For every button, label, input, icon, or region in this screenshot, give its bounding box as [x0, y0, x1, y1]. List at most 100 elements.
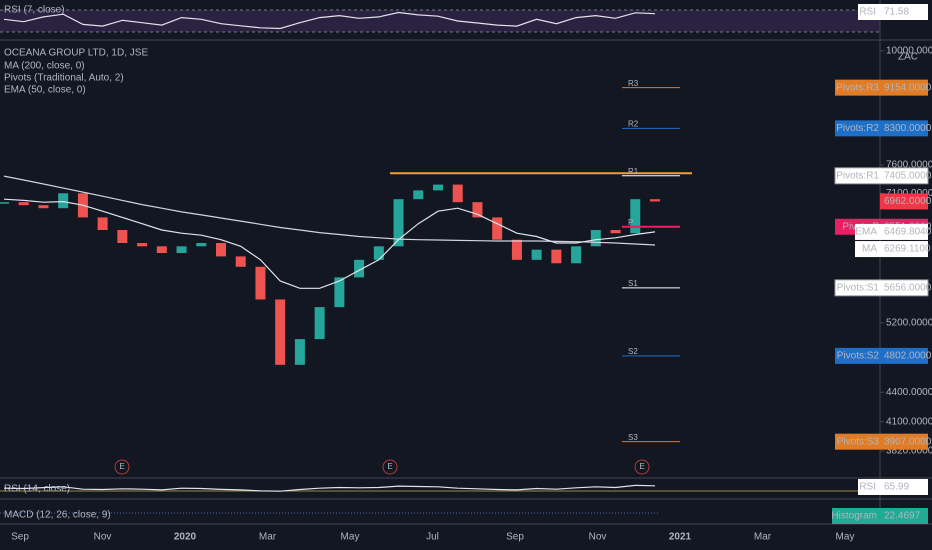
- x-tick-label: Mar: [259, 532, 277, 543]
- candle: [334, 277, 345, 308]
- rsi-badge-name: RSI: [859, 482, 876, 493]
- x-tick-label: May: [836, 532, 855, 543]
- candle: [235, 256, 246, 267]
- candle: [354, 259, 365, 278]
- pivot-badge-name: Pivots:R3: [836, 82, 879, 93]
- candle: [216, 243, 226, 257]
- candle: [255, 266, 266, 300]
- symbol: OCEANA GROUP LTD, 1D, JSE: [4, 48, 148, 59]
- rsi-badge-name: RSI: [859, 7, 876, 18]
- rsi-badge-value: 71.58: [884, 7, 909, 18]
- x-tick-label: Sep: [506, 532, 524, 543]
- pivot-badge-value: 8300.0000: [884, 123, 932, 134]
- pivot-label: R1: [628, 167, 639, 176]
- earnings-label: E: [387, 462, 392, 471]
- pivot-label: S2: [628, 347, 638, 356]
- indicator: MA (200, close, 0): [4, 61, 85, 72]
- candle: [275, 299, 286, 365]
- candle: [294, 339, 305, 365]
- pivot-label: R3: [628, 79, 639, 88]
- currency: ZAC: [898, 52, 918, 63]
- x-tick-label: Sep: [11, 532, 29, 543]
- earnings-marker: [634, 459, 650, 475]
- candle: [511, 239, 522, 260]
- candle: [472, 202, 483, 218]
- candle: [38, 205, 49, 209]
- indicator: Pivots (Traditional, Auto, 2): [4, 73, 124, 84]
- candle: [610, 230, 621, 234]
- candle: [531, 249, 542, 260]
- y-tick-label: 10000.0000: [886, 46, 932, 57]
- y-tick-label: 4400.0000: [886, 387, 932, 398]
- last-price-badge: [880, 193, 928, 210]
- y-tick-label: 7100.0000: [886, 188, 932, 199]
- rsi-badge: [858, 479, 928, 495]
- pivot-badge-name: Pivots:S3: [837, 436, 880, 447]
- pivot-badge-name: Pivots:R2: [836, 123, 879, 134]
- earnings-label: E: [639, 462, 644, 471]
- indicator-badge: [855, 241, 928, 258]
- candle: [176, 246, 187, 254]
- candle: [571, 246, 582, 264]
- earnings-marker: [382, 459, 398, 475]
- pivot-badge: [835, 347, 928, 364]
- last-price: 6962.0000: [884, 196, 932, 207]
- pivot-badge: [835, 79, 928, 96]
- x-tick-label: 2021: [669, 532, 692, 543]
- ma-line: [3, 175, 656, 246]
- macd-title: MACD (12, 26, close, 9): [4, 510, 111, 521]
- candle: [492, 217, 503, 240]
- x-tick-label: Nov: [94, 532, 112, 543]
- pivot-label: P: [628, 218, 633, 227]
- pivot-label: R2: [628, 119, 639, 128]
- indicator-badge-value: 6469.8040: [884, 227, 932, 238]
- candle: [650, 199, 660, 202]
- pivot-label: S1: [628, 279, 638, 288]
- pivot-badge-name: Pivots:S1: [837, 282, 880, 293]
- indicator-badge-name: EMA: [855, 227, 877, 238]
- macd-badge: [832, 508, 928, 524]
- earnings-marker: [114, 459, 130, 475]
- rsi-line: [3, 11, 656, 30]
- pivot-badge: [835, 120, 928, 137]
- rsi-title: RSI (7, close): [4, 5, 65, 16]
- y-tick-label: 4100.0000: [886, 416, 932, 427]
- x-tick-label: 2020: [174, 532, 197, 543]
- candle: [630, 199, 641, 234]
- pivot-badge-value: 3907.0000: [884, 436, 932, 447]
- pivot-badge-value: 9154.0000: [884, 82, 932, 93]
- candle: [373, 246, 384, 260]
- x-tick-label: Mar: [754, 532, 772, 543]
- candle: [393, 199, 404, 247]
- candle: [0, 202, 9, 204]
- pivot-label: S3: [628, 433, 638, 442]
- x-tick-label: Jul: [426, 532, 439, 543]
- rsi-band: [0, 10, 880, 32]
- x-tick-label: May: [341, 532, 360, 543]
- earnings-label: E: [119, 462, 124, 471]
- pivot-badge: [835, 433, 928, 450]
- rsi-line: [3, 484, 656, 492]
- y-tick-label: 5200.0000: [886, 317, 932, 328]
- rsi-badge: [858, 4, 928, 20]
- candle: [156, 246, 167, 254]
- ema-line: [3, 198, 656, 289]
- macd-badge-name: Histogram: [831, 511, 877, 522]
- candle: [58, 193, 69, 209]
- candle: [551, 249, 562, 264]
- indicator-badge-value: 6269.1100: [884, 244, 931, 255]
- rsi-badge-value: 65.99: [884, 482, 909, 493]
- y-tick-label: 7600.0000: [886, 160, 932, 171]
- pivot-badge-value: 5656.0000: [884, 282, 932, 293]
- pivot-badge-value: 4802.0000: [884, 351, 932, 362]
- pivot-badge: [834, 167, 929, 185]
- rsi-title: RSI (14, close): [4, 484, 70, 495]
- indicator-badge-name: MA: [862, 244, 877, 255]
- candle: [137, 243, 148, 247]
- pivot-badge-value: 7405.0000: [884, 170, 932, 181]
- x-tick-label: Nov: [589, 532, 607, 543]
- candle: [413, 190, 424, 200]
